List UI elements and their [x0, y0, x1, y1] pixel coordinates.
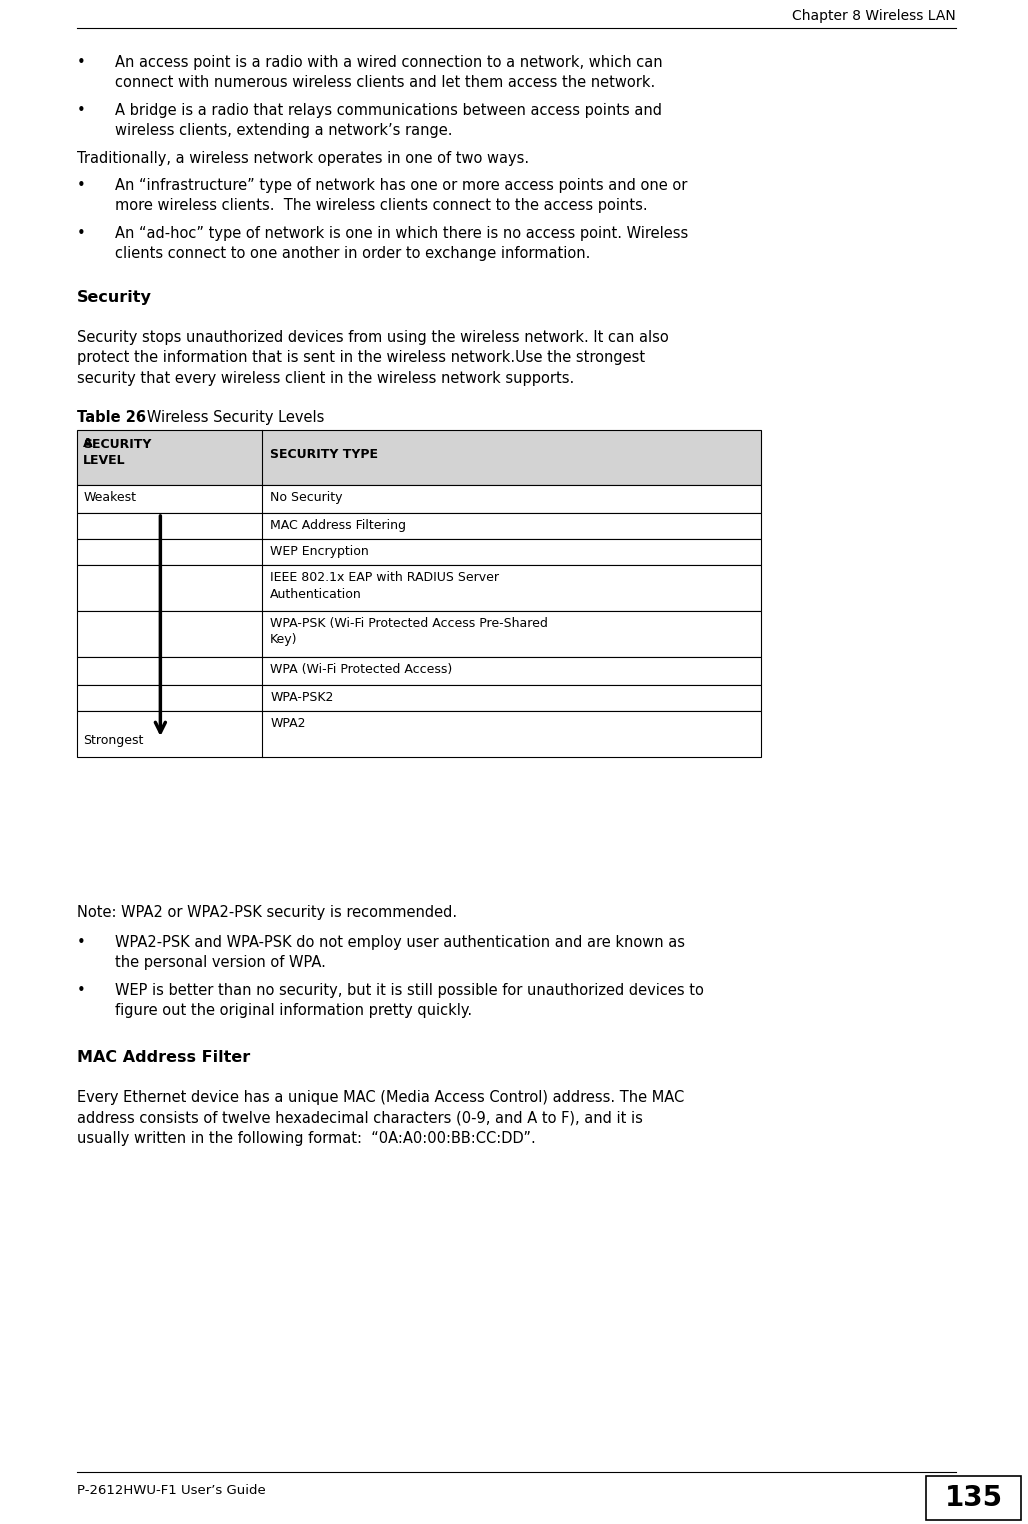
Text: An “infrastructure” type of network has one or more access points and one or
mor: An “infrastructure” type of network has …: [115, 178, 688, 213]
Text: •: •: [77, 178, 86, 194]
Bar: [77, 565, 761, 611]
Text: An access point is a radio with a wired connection to a network, which can
conne: An access point is a radio with a wired …: [115, 55, 663, 90]
Bar: [77, 657, 761, 684]
Bar: [77, 514, 761, 539]
Text: MAC Address Filter: MAC Address Filter: [77, 1050, 251, 1065]
Text: •: •: [77, 983, 86, 998]
Text: Traditionally, a wireless network operates in one of two ways.: Traditionally, a wireless network operat…: [77, 151, 529, 166]
Text: •: •: [77, 55, 86, 70]
Text: WEP Encryption: WEP Encryption: [270, 546, 369, 558]
Text: SECURITY TYPE: SECURITY TYPE: [270, 448, 378, 460]
Text: •: •: [77, 226, 86, 241]
Bar: [77, 539, 761, 565]
Text: WPA-PSK2: WPA-PSK2: [270, 690, 333, 704]
Text: Security stops unauthorized devices from using the wireless network. It can also: Security stops unauthorized devices from…: [77, 331, 669, 386]
Text: Wireless Security Levels: Wireless Security Levels: [133, 410, 325, 425]
Text: MAC Address Filtering: MAC Address Filtering: [270, 520, 406, 532]
Text: Table 26: Table 26: [77, 410, 146, 425]
Text: WPA2-PSK and WPA-PSK do not employ user authentication and are known as
the pers: WPA2-PSK and WPA-PSK do not employ user …: [115, 936, 685, 971]
Text: Security: Security: [77, 290, 152, 305]
Text: Weakest: Weakest: [83, 491, 136, 504]
Text: Every Ethernet device has a unique MAC (Media Access Control) address. The MAC
a: Every Ethernet device has a unique MAC (…: [77, 1090, 685, 1146]
Bar: [77, 684, 761, 712]
Text: •: •: [77, 936, 86, 949]
Text: WPA-PSK (Wi-Fi Protected Access Pre-Shared
Key): WPA-PSK (Wi-Fi Protected Access Pre-Shar…: [270, 617, 548, 646]
Text: No Security: No Security: [270, 491, 342, 504]
Text: A: A: [83, 437, 93, 450]
Text: IEEE 802.1x EAP with RADIUS Server
Authentication: IEEE 802.1x EAP with RADIUS Server Authe…: [270, 572, 500, 600]
Text: Strongest: Strongest: [83, 735, 144, 747]
Text: 135: 135: [945, 1484, 1002, 1512]
Text: WPA (Wi-Fi Protected Access): WPA (Wi-Fi Protected Access): [270, 663, 452, 677]
Text: WPA2: WPA2: [270, 716, 305, 730]
Bar: [77, 430, 761, 485]
Text: Note: WPA2 or WPA2-PSK security is recommended.: Note: WPA2 or WPA2-PSK security is recom…: [77, 905, 457, 920]
Bar: [77, 611, 761, 657]
Text: An “ad-hoc” type of network is one in which there is no access point. Wireless
c: An “ad-hoc” type of network is one in wh…: [115, 226, 689, 262]
Text: Chapter 8 Wireless LAN: Chapter 8 Wireless LAN: [793, 9, 956, 23]
Text: SECURITY
LEVEL: SECURITY LEVEL: [83, 437, 151, 466]
Bar: [77, 712, 761, 757]
Text: P-2612HWU-F1 User’s Guide: P-2612HWU-F1 User’s Guide: [77, 1483, 266, 1497]
Text: WEP is better than no security, but it is still possible for unauthorized device: WEP is better than no security, but it i…: [115, 983, 704, 1018]
Text: A bridge is a radio that relays communications between access points and
wireles: A bridge is a radio that relays communic…: [115, 104, 662, 139]
Bar: [77, 485, 761, 514]
Bar: [926, 1477, 1021, 1519]
Text: •: •: [77, 104, 86, 117]
